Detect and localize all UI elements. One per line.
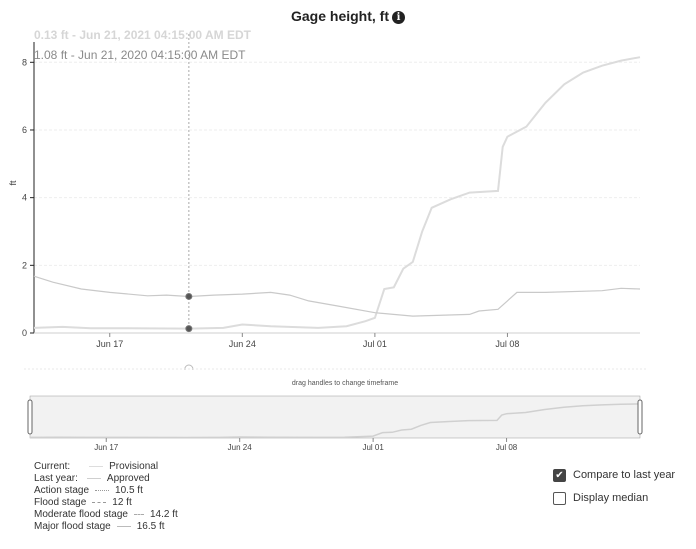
timeframe-brush[interactable]: drag handles to change timeframe Jun 17 J… [0, 376, 696, 456]
brush-handle-right[interactable] [637, 399, 643, 435]
info-icon[interactable]: i [392, 11, 405, 24]
legend: Current: Provisional Last year: Approved A… [34, 461, 178, 533]
legend-row-flood-stage: Flood stage 12 ft [34, 497, 132, 508]
crosshair-point-last-year [185, 292, 193, 300]
brush-x-tick-label: Jun 24 [228, 443, 253, 452]
compare-label: Compare to last year [573, 469, 676, 481]
legend-row-current: Current: Provisional [34, 461, 159, 472]
y-tick-label: 8 [22, 57, 27, 67]
y-tick-label: 0 [22, 328, 27, 338]
chart-title: Gage height, ft i [0, 8, 696, 24]
legend-row-major-flood: Major flood stage 16.5 ft [34, 521, 165, 532]
provisional-swatch [89, 465, 104, 467]
y-tick-label: 2 [22, 260, 27, 270]
moderate-flood-swatch [133, 513, 144, 515]
legend-row-action-stage: Action stage 10.5 ft [34, 485, 143, 496]
tooltip-current: 0.13 ft - Jun 21, 2021 04:15:00 AM EDT [34, 28, 251, 42]
action-stage-swatch [95, 489, 110, 491]
brush-selection[interactable] [29, 395, 641, 439]
legend-row-moderate-flood: Moderate flood stage 14.2 ft [34, 509, 178, 520]
display-median-toggle[interactable]: Display median [553, 490, 675, 506]
legend-row-last-year: Last year: Approved [34, 473, 150, 484]
brush-note: drag handles to change timeframe [292, 380, 398, 387]
brush-x-tick-label: Jul 08 [496, 443, 518, 452]
brush-x-tick-label: Jun 17 [94, 443, 119, 452]
brush-handle-left[interactable] [27, 399, 33, 435]
grid-layer [34, 61, 640, 266]
brush-series-line [29, 403, 641, 439]
median-checkbox[interactable] [553, 491, 566, 505]
median-label: Display median [573, 492, 649, 504]
x-tick-label: Jul 08 [495, 339, 519, 349]
major-flood-swatch [116, 525, 131, 527]
main-chart[interactable]: ft 0 2 4 6 8 Jun 17 Jun 24 Jul 01 Jul 08 [0, 0, 696, 370]
chart-controls: ✔ Compare to last year Display median [553, 467, 675, 513]
crosshair-point-current [185, 325, 193, 333]
chart-title-text: Gage height, ft [291, 8, 389, 24]
y-tick-label: 6 [22, 125, 27, 135]
brush-x-tick-label: Jul 01 [362, 443, 384, 452]
x-tick-label: Jul 01 [363, 339, 387, 349]
compare-last-year-toggle[interactable]: ✔ Compare to last year [553, 467, 675, 483]
x-tick-label: Jun 17 [96, 339, 123, 349]
x-tick-label: Jun 24 [229, 339, 256, 349]
checkmark-icon: ✔ [555, 469, 564, 481]
flood-stage-swatch [92, 501, 107, 503]
y-axis-label: ft [8, 180, 18, 186]
tooltip-last-year: 1.08 ft - Jun 21, 2020 04:15:00 AM EDT [34, 48, 246, 62]
series-line-last-year [33, 275, 641, 317]
y-tick-label: 4 [22, 193, 27, 203]
series-line-current [33, 56, 641, 330]
approved-swatch [86, 477, 101, 479]
compare-checkbox[interactable]: ✔ [553, 468, 566, 482]
